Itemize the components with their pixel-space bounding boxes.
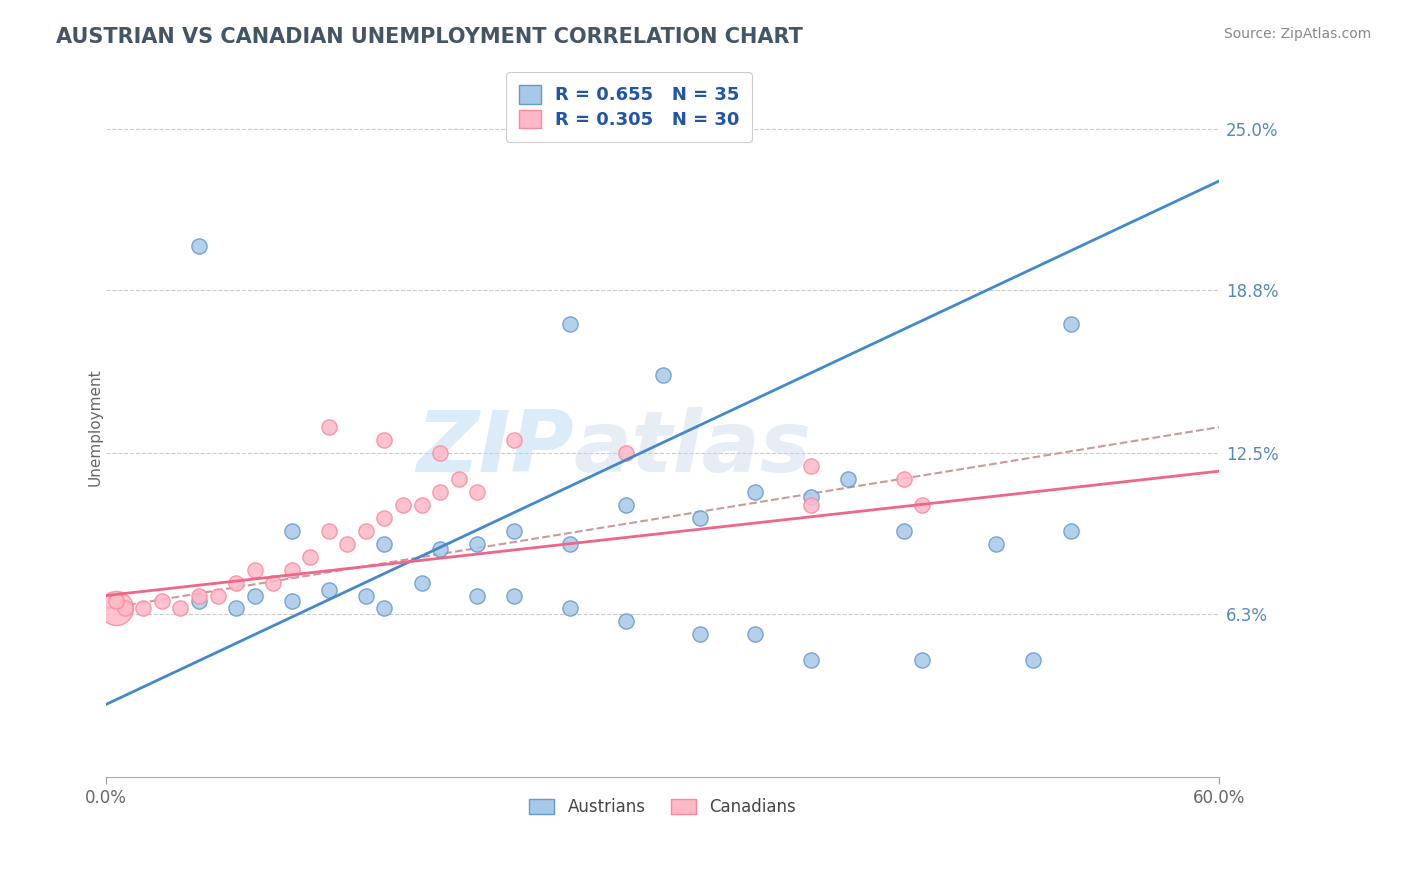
Text: ZIP: ZIP [416, 407, 574, 490]
Point [225, 575, 247, 590]
Point [188, 593, 211, 607]
Point [150, 593, 173, 607]
Point [392, 498, 415, 512]
Point [188, 589, 211, 603]
Point [132, 601, 155, 615]
Y-axis label: Unemployment: Unemployment [87, 368, 103, 486]
Point [651, 368, 673, 383]
Point [429, 446, 451, 460]
Point [243, 589, 266, 603]
Text: atlas: atlas [574, 407, 811, 490]
Point [1022, 653, 1045, 667]
Point [354, 589, 377, 603]
Point [558, 317, 581, 331]
Point [614, 615, 637, 629]
Point [299, 549, 322, 564]
Point [225, 601, 247, 615]
Point [447, 472, 470, 486]
Point [411, 575, 433, 590]
Point [354, 524, 377, 538]
Point [1059, 317, 1081, 331]
Point [558, 537, 581, 551]
Point [911, 498, 934, 512]
Point [800, 498, 823, 512]
Point [429, 484, 451, 499]
Point [373, 511, 395, 525]
Point [280, 524, 302, 538]
Point [744, 627, 766, 641]
Point [411, 498, 433, 512]
Point [465, 589, 488, 603]
Point [114, 601, 136, 615]
Point [280, 563, 302, 577]
Point [893, 472, 915, 486]
Point [689, 627, 711, 641]
Point [465, 484, 488, 499]
Text: Source: ZipAtlas.com: Source: ZipAtlas.com [1223, 27, 1371, 41]
Point [104, 593, 127, 607]
Point [373, 537, 395, 551]
Point [318, 524, 340, 538]
Point [744, 484, 766, 499]
Point [503, 433, 526, 447]
Point [318, 420, 340, 434]
Point [188, 239, 211, 253]
Point [373, 601, 395, 615]
Point [169, 601, 191, 615]
Point [465, 537, 488, 551]
Point [318, 583, 340, 598]
Point [558, 601, 581, 615]
Point [262, 575, 284, 590]
Point [837, 472, 859, 486]
Point [373, 433, 395, 447]
Point [800, 458, 823, 473]
Point [986, 537, 1008, 551]
Point [911, 653, 934, 667]
Point [689, 511, 711, 525]
Legend: Austrians, Canadians: Austrians, Canadians [522, 789, 804, 824]
Point [503, 524, 526, 538]
Point [503, 589, 526, 603]
Point [800, 490, 823, 504]
Point [280, 593, 302, 607]
Point [243, 563, 266, 577]
Point [893, 524, 915, 538]
Point [104, 601, 127, 615]
Point [614, 446, 637, 460]
Point [800, 653, 823, 667]
Point [614, 498, 637, 512]
Point [429, 541, 451, 556]
Point [1059, 524, 1081, 538]
Point [336, 537, 359, 551]
Text: AUSTRIAN VS CANADIAN UNEMPLOYMENT CORRELATION CHART: AUSTRIAN VS CANADIAN UNEMPLOYMENT CORREL… [56, 27, 803, 46]
Point [207, 589, 229, 603]
